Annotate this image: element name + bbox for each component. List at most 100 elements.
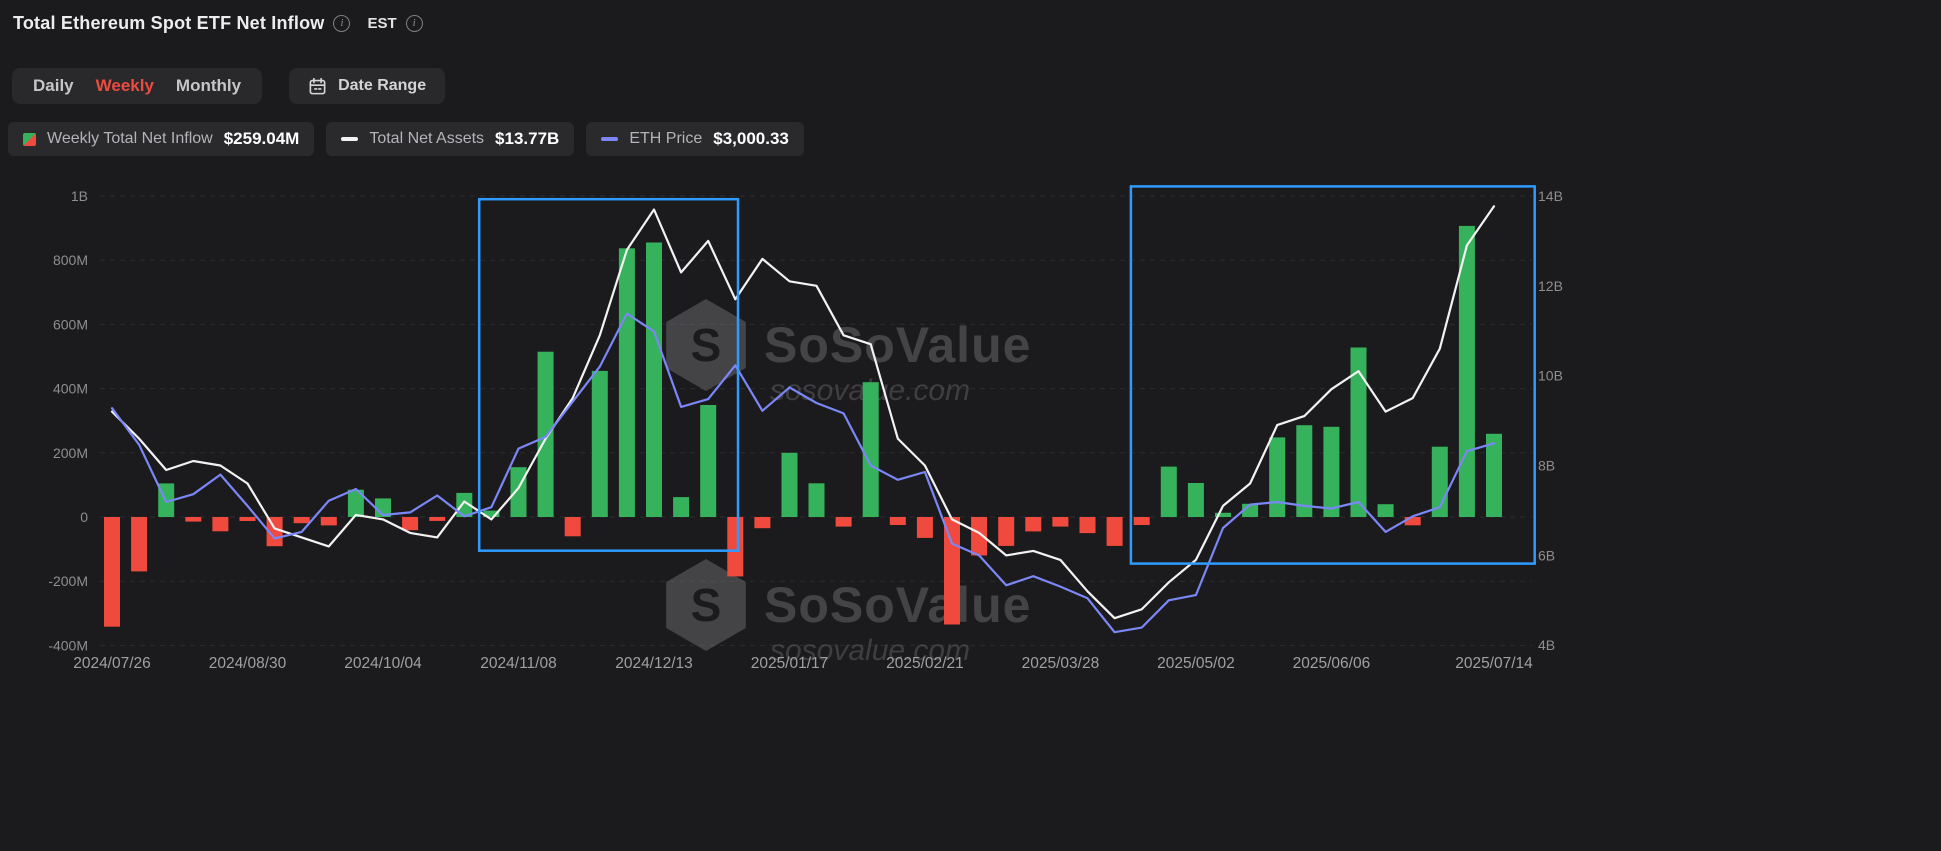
inflow-bar [1404, 517, 1421, 526]
inflow-bar [835, 517, 852, 527]
inflow-bar [971, 517, 988, 556]
inflow-bar [1106, 517, 1123, 546]
x-axis-label: 2025/07/14 [1455, 655, 1533, 672]
inflow-bar [808, 483, 825, 517]
x-axis-label: 2025/01/17 [751, 655, 829, 672]
timezone-label: EST [367, 15, 397, 32]
tab-weekly[interactable]: Weekly [95, 76, 154, 95]
x-axis-label: 2024/10/04 [344, 655, 422, 672]
x-axis-label: 2024/11/08 [480, 655, 556, 672]
cube-letter: S [691, 579, 722, 631]
watermark-brand: SoSoValue [764, 577, 1031, 633]
inflow-bar [591, 370, 608, 517]
legend-label-net-assets: Total Net Assets [369, 130, 485, 147]
y-axis-label-right: 8B [1538, 458, 1555, 474]
legend-value-inflow: $259.04M [223, 129, 300, 148]
frequency-tabs: Daily Weekly Monthly [12, 68, 263, 104]
inflow-bar [104, 517, 120, 627]
highlight-box [477, 197, 740, 552]
inflow-bar [239, 517, 256, 521]
legend-value-eth-price: $3,000.33 [713, 129, 789, 148]
inflow-bar [916, 517, 933, 538]
tab-daily[interactable]: Daily [33, 76, 74, 95]
chart-legend: Weekly Total Net Inflow $259.04M Total N… [8, 122, 804, 156]
x-axis-label: 2024/08/30 [209, 655, 287, 672]
sosovalue-cube-icon [666, 299, 746, 391]
y-axis-label-right: 14B [1538, 188, 1563, 204]
inflow-bar [266, 517, 283, 547]
inflow-bar [293, 517, 310, 524]
watermark-site: sosovalue.com [770, 634, 970, 667]
inflow-bar [537, 351, 554, 517]
y-axis-label-left: 200M [53, 445, 88, 461]
sosovalue-watermark: SSoSoValuesosovalue.com [666, 299, 1031, 407]
chart-controls: Daily Weekly Monthly Date Range [12, 68, 446, 104]
total-net-assets-line [110, 205, 1496, 620]
chart-header: Total Ethereum Spot ETF Net Inflow i EST… [13, 13, 423, 34]
title-info-icon[interactable]: i [333, 15, 351, 32]
inflow-bar [1133, 517, 1150, 525]
inflow-bar [889, 517, 906, 525]
inflow-bar [1323, 426, 1340, 517]
y-axis-label-left: 0 [80, 509, 88, 525]
date-range-button[interactable]: Date Range [289, 68, 446, 104]
y-axis-label-right: 6B [1538, 547, 1555, 563]
y-axis-label-left: 1B [71, 188, 88, 204]
inflow-bar [185, 517, 202, 522]
legend-label-eth-price: ETH Price [629, 130, 703, 147]
inflow-bar [998, 517, 1015, 546]
inflow-bar [1215, 512, 1231, 517]
legend-item-total-net-assets[interactable]: Total Net Assets $13.77B [326, 122, 575, 156]
inflow-bar [944, 517, 960, 625]
y-axis-label-right: 10B [1538, 368, 1563, 384]
inflow-bar [1079, 517, 1096, 534]
inflow-bar [564, 517, 581, 537]
inflow-bar [1296, 425, 1313, 517]
date-range-label: Date Range [338, 77, 427, 94]
cube-letter: S [691, 319, 722, 371]
tab-monthly[interactable]: Monthly [175, 76, 242, 95]
inflow-bar [347, 489, 364, 517]
inflow-bar [1350, 347, 1367, 517]
inflow-bar [429, 517, 446, 521]
inflow-bar [1269, 437, 1286, 517]
y-axis-label-left: -400M [48, 637, 88, 653]
chart-plot-area[interactable] [100, 176, 1532, 655]
legend-item-weekly-net-inflow[interactable]: Weekly Total Net Inflow $259.04M [8, 122, 315, 156]
legend-label-inflow: Weekly Total Net Inflow [47, 130, 213, 147]
inflow-bar [456, 492, 473, 517]
y-axis-label-left: 800M [53, 252, 88, 268]
inflow-bar [781, 452, 798, 517]
inflow-bar [1486, 433, 1502, 517]
inflow-bar [1458, 225, 1475, 517]
inflow-bar [1052, 517, 1069, 527]
inflow-bar [320, 517, 337, 526]
inflow-bar [483, 510, 500, 517]
x-axis-label: 2025/06/06 [1293, 655, 1371, 672]
timezone-info-icon[interactable]: i [405, 15, 423, 32]
inflow-bar [754, 517, 771, 529]
page-title: Total Ethereum Spot ETF Net Inflow [13, 13, 325, 33]
inflow-bar [862, 382, 879, 517]
x-axis-label: 2024/12/13 [615, 655, 693, 672]
legend-value-net-assets: $13.77B [495, 129, 560, 148]
calendar-icon [309, 77, 326, 94]
legend-item-eth-price[interactable]: ETH Price $3,000.33 [586, 122, 804, 156]
y-axis-label-left: 400M [53, 381, 88, 397]
inflow-bar [212, 517, 229, 532]
inflow-bar [1025, 517, 1042, 532]
highlight-box [1129, 185, 1536, 565]
x-axis-label: 2024/07/26 [73, 655, 151, 672]
inflow-bar [1377, 504, 1394, 517]
x-axis-label: 2025/05/02 [1157, 655, 1235, 672]
inflow-bar [673, 497, 690, 517]
watermark-brand: SoSoValue [764, 317, 1031, 373]
y-axis-label-right: 4B [1538, 637, 1555, 653]
inflow-bar [402, 517, 419, 531]
inflow-bar [646, 242, 662, 517]
inflow-bar [131, 517, 148, 572]
inflow-bar [1187, 483, 1204, 517]
x-axis-label: 2025/02/21 [886, 655, 964, 672]
